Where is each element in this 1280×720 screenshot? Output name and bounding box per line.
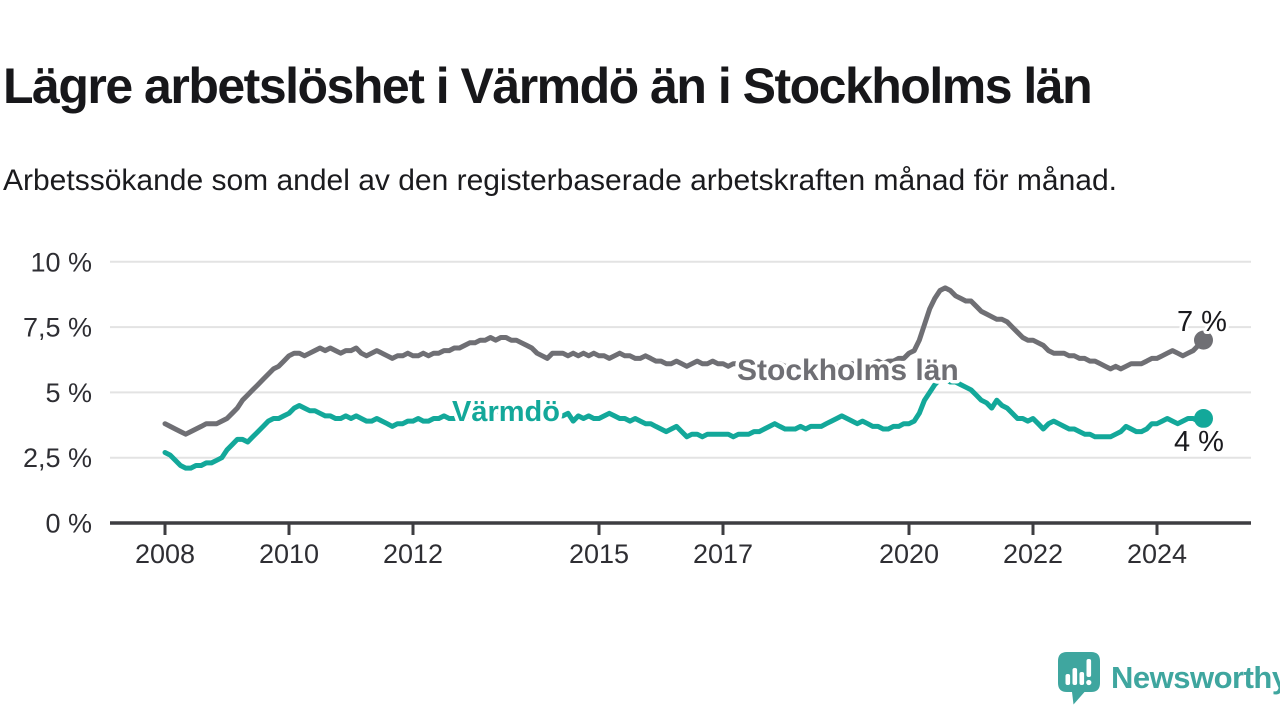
y-tick-label-7-5: 7,5 % xyxy=(23,313,92,343)
page-title: Lägre arbetslöshet i Värmdö än i Stockho… xyxy=(3,57,1093,114)
series-label-stockholms-lan: Stockholms län xyxy=(737,354,959,387)
y-tick-label-10: 10 % xyxy=(30,247,92,277)
x-tick-label-2015: 2015 xyxy=(569,539,629,569)
chart-subtitle: Arbetssökande som andel av den registerb… xyxy=(3,164,1117,197)
x-tick-label-2010: 2010 xyxy=(259,539,319,569)
y-tick-label-0: 0 % xyxy=(45,509,92,539)
x-tick-label-2020: 2020 xyxy=(879,539,939,569)
brand-name: Newsworthy xyxy=(1111,660,1280,695)
x-tick-label-2012: 2012 xyxy=(383,539,443,569)
end-label-stockholms-lan: 7 % xyxy=(1177,306,1227,338)
newsworthy-logo: Newsworthy xyxy=(1056,648,1280,708)
y-tick-label-2-5: 2,5 % xyxy=(23,443,92,473)
end-label-varmdo: 4 % xyxy=(1174,426,1224,458)
newsworthy-speech-bubble-bar-chart-icon xyxy=(1056,650,1102,706)
x-tick-label-2024: 2024 xyxy=(1127,539,1187,569)
series-line-stockholms-lan xyxy=(162,285,1206,437)
end-dot-varmdo xyxy=(1194,409,1213,429)
x-tick-label-2022: 2022 xyxy=(1003,539,1063,569)
series-line-varmdo xyxy=(162,376,1206,471)
series-label-varmdo: Värmdö xyxy=(452,396,560,428)
x-tick-label-2017: 2017 xyxy=(693,539,753,569)
end-dot-stockholms-lan xyxy=(1194,330,1213,350)
x-tick-label-2008: 2008 xyxy=(135,539,195,569)
y-tick-label-5: 5 % xyxy=(45,378,92,408)
